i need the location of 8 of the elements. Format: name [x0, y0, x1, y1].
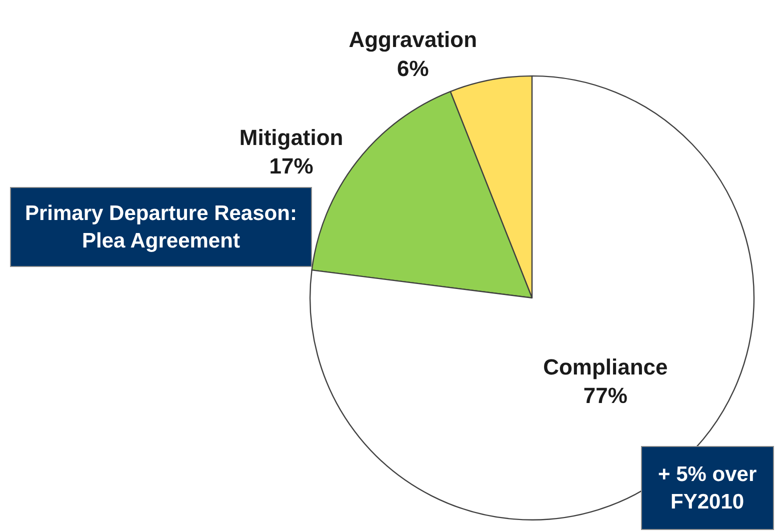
data-label: 17% — [269, 154, 314, 179]
text: Primary Departure Reason: Plea Agreement — [25, 202, 297, 252]
slice-label: Compliance — [543, 354, 668, 380]
data-label: 6% — [396, 56, 429, 81]
slice-label: Mitigation — [239, 124, 344, 150]
text: + 5% over FY2010 — [658, 463, 757, 514]
slice-label: Aggravation — [348, 27, 478, 52]
data-label: 77% — [583, 382, 628, 408]
